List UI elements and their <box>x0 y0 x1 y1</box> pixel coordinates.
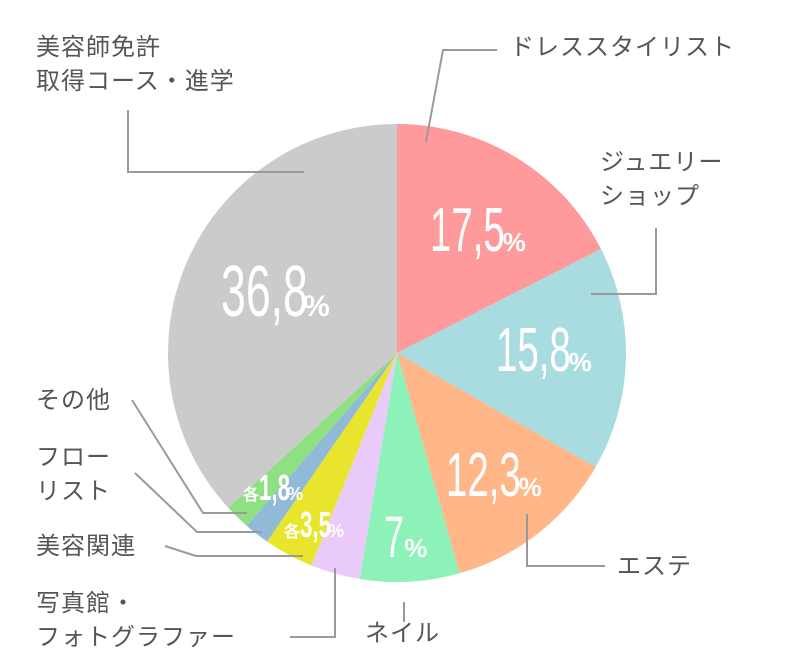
leader-florist <box>134 472 262 533</box>
pie-slice <box>267 353 397 566</box>
value-number: 3,5 <box>300 504 332 545</box>
label-este: エステ <box>617 552 692 580</box>
pie-slice <box>311 353 397 579</box>
percent-sign: % <box>502 227 526 257</box>
value-label-each-3-5: 各3,5% <box>284 507 344 543</box>
leader-este <box>526 514 605 567</box>
value-number: 17,5 <box>430 196 505 265</box>
value-label-este: 12,3% <box>446 445 542 507</box>
value-label-dress: 17,5% <box>430 200 526 262</box>
percent-sign: % <box>328 521 345 541</box>
pie-slice <box>228 353 397 526</box>
value-number: 1,8 <box>259 467 291 508</box>
percent-sign: % <box>287 484 304 504</box>
label-dress-stylist: ドレススタイリスト <box>510 33 735 61</box>
label-beauty-related: 美容関連 <box>36 532 136 560</box>
label-other: その他 <box>36 386 111 414</box>
label-jewelry-shop: ジュエリー ショップ <box>600 148 724 210</box>
value-number: 15,8 <box>496 316 571 385</box>
pie-slice <box>359 353 460 582</box>
pie-slice <box>397 249 626 468</box>
percent-sign: % <box>568 347 592 377</box>
percent-sign: % <box>518 472 542 502</box>
pie-slice <box>397 353 596 574</box>
pie-slice <box>168 124 397 508</box>
leader-beauty <box>164 545 303 557</box>
value-label-nail: 7% <box>384 509 427 567</box>
percent-sign: % <box>303 290 330 323</box>
value-label-jewelry: 15,8% <box>496 320 592 382</box>
value-number: 12,3 <box>446 441 521 510</box>
label-beauty-school: 美容師免許 取得コース・進学 <box>36 33 235 95</box>
value-label-school: 36,8% <box>221 256 330 328</box>
each-prefix: 各 <box>284 524 301 541</box>
label-photo-studio: 写真館・ フォトグラファー <box>36 589 236 651</box>
each-prefix: 各 <box>243 487 260 504</box>
percent-sign: % <box>404 533 428 563</box>
leader-dress <box>425 49 497 143</box>
value-label-each-1-8: 各1,8% <box>243 470 303 506</box>
pie-slice <box>246 353 397 542</box>
leader-photo <box>290 568 336 638</box>
label-nail: ネイル <box>365 619 440 647</box>
leader-jewelry <box>591 228 657 295</box>
value-number: 7 <box>384 505 405 570</box>
label-florist: フロー リスト <box>36 443 111 505</box>
leader-other <box>131 399 247 514</box>
leader-school <box>127 110 304 173</box>
pie-slice <box>397 124 602 353</box>
pie-slices <box>168 124 626 582</box>
value-number: 36,8 <box>221 252 308 332</box>
leader-lines <box>127 49 657 638</box>
